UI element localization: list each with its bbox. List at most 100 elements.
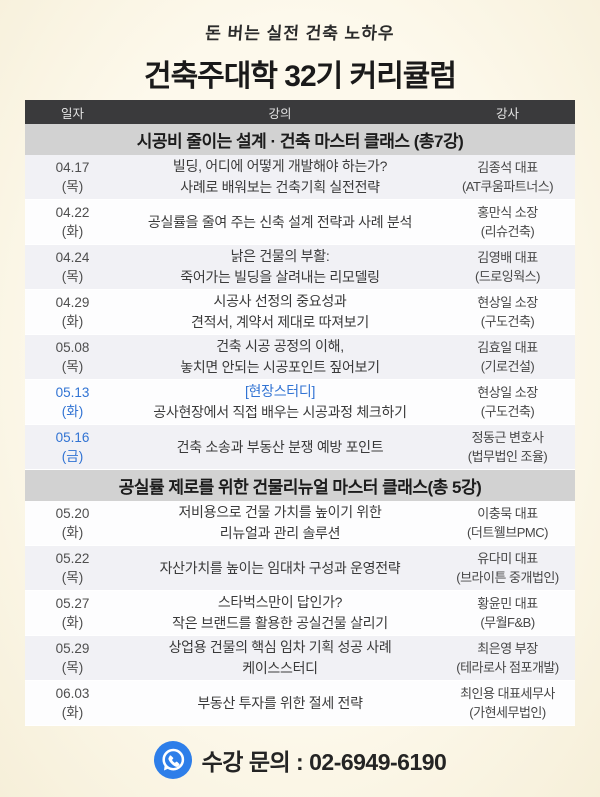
date: 04.24 (55, 250, 90, 265)
instructor-cell: 최은영 부장 (테라로사 점포개발) (440, 636, 575, 680)
instructor-org: (법무법인 조율) (467, 449, 548, 464)
date-cell: 05.16 (금) (25, 425, 120, 469)
table-row: 05.27 (화) 스타벅스만이 답인가? 작은 브랜드를 활용한 공실건물 살… (25, 591, 575, 636)
date: 06.03 (55, 686, 90, 701)
lecture-line: 죽어가는 빌딩을 살려내는 리모델링 (180, 269, 380, 285)
date: 05.08 (55, 340, 90, 355)
lecture-line: 케이스스터디 (242, 660, 318, 676)
contact-phone-number: 수강 문의 : 02-6949-6190 (201, 749, 447, 775)
weekday: (화) (61, 705, 84, 720)
instructor-name: 현상일 소장 (477, 385, 538, 400)
column-header-date: 일자 (60, 106, 84, 121)
lecture-line: 건축 시공 공정의 이해, (216, 338, 344, 354)
weekday: (화) (61, 615, 84, 630)
lecture-cell: 상업용 건물의 핵심 임차 기획 성공 사례 케이스스터디 (120, 636, 440, 680)
table-row: 05.29 (목) 상업용 건물의 핵심 임차 기획 성공 사례 케이스스터디 … (25, 636, 575, 681)
date-cell: 05.20 (화) (25, 501, 120, 545)
lecture-cell: 낡은 건물의 부활: 죽어가는 빌딩을 살려내는 리모델링 (120, 245, 440, 289)
weekday: (목) (61, 660, 84, 675)
date: 05.29 (55, 641, 90, 656)
lecture-line: 낡은 건물의 부활: (230, 248, 330, 264)
lecture-cell: 빌딩, 어디에 어떻게 개발해야 하는가? 사례로 배워보는 건축기획 실전전략 (120, 155, 440, 199)
date: 04.17 (55, 160, 90, 175)
instructor-cell: 김효일 대표 (기로건설) (440, 335, 575, 379)
weekday: (화) (61, 404, 84, 419)
instructor-org: (AT쿠움파트너스) (461, 179, 554, 194)
instructor-name: 최은영 부장 (477, 641, 538, 656)
instructor-cell: 김영배 대표 (드로잉웍스) (440, 245, 575, 289)
instructor-cell: 현상일 소장 (구도건축) (440, 380, 575, 424)
date: 05.13 (55, 385, 90, 400)
lecture-cell: 시공사 선정의 중요성과 견적서, 계약서 제대로 따져보기 (120, 290, 440, 334)
section-header-design-class: 시공비 줄이는 설계 · 건축 마스터 클래스 (총7강) (25, 124, 575, 155)
table-row: 05.13 (화) [현장스터디] 공사현장에서 직접 배우는 시공과정 체크하… (25, 380, 575, 425)
column-header-lecture: 강의 (268, 106, 292, 121)
lecture-line: 저비용으로 건물 가치를 높이기 위한 (178, 504, 382, 520)
lecture-cell: 건축 소송과 부동산 분쟁 예방 포인트 (120, 425, 440, 469)
date-cell: 04.24 (목) (25, 245, 120, 289)
lecture-line: 공사현장에서 직접 배우는 시공과정 체크하기 (153, 404, 407, 420)
weekday: (화) (61, 224, 84, 239)
table-row: 04.17 (목) 빌딩, 어디에 어떻게 개발해야 하는가? 사례로 배워보는… (25, 155, 575, 200)
date: 05.27 (55, 596, 90, 611)
weekday: (목) (61, 570, 84, 585)
table-row: 06.03 (화) 부동산 투자를 위한 절세 전략 최인용 대표세무사 (가현… (25, 681, 575, 726)
date-cell: 04.17 (목) (25, 155, 120, 199)
instructor-org: (무월F&B) (480, 615, 535, 630)
phone-bubble-icon (153, 741, 192, 779)
date: 04.29 (55, 295, 90, 310)
lecture-line: 스타벅스만이 답인가? (217, 594, 343, 610)
lecture-cell: 저비용으로 건물 가치를 높이기 위한 리뉴얼과 관리 솔루션 (120, 501, 440, 545)
date-cell: 05.22 (목) (25, 546, 120, 590)
page-title: 건축주대학 32기 커리큘럼 (143, 60, 457, 93)
instructor-org: (기로건설) (480, 359, 535, 374)
instructor-cell: 이충묵 대표 (더트웰브PMC) (440, 501, 575, 545)
title-block: 돈 버는 실전 건축 노하우 건축주대학 32기 커리큘럼 (0, 0, 600, 95)
instructor-name: 김영배 대표 (477, 250, 538, 265)
instructor-name: 홍만식 소장 (477, 205, 538, 220)
instructor-org: (브라이튼 중개법인) (456, 570, 559, 585)
lecture-line: 작은 브랜드를 활용한 공실건물 살리기 (172, 615, 388, 631)
table-row: 04.29 (화) 시공사 선정의 중요성과 견적서, 계약서 제대로 따져보기… (25, 290, 575, 335)
lecture-line: 사례로 배워보는 건축기획 실전전략 (180, 179, 380, 195)
weekday: (목) (61, 269, 84, 284)
instructor-name: 김종석 대표 (477, 160, 538, 175)
date-cell: 04.29 (화) (25, 290, 120, 334)
contact-footer: 수강 문의 : 02-6949-6190 (0, 741, 600, 779)
table-row: 05.20 (화) 저비용으로 건물 가치를 높이기 위한 리뉴얼과 관리 솔루… (25, 501, 575, 546)
lecture-line: 리뉴얼과 관리 솔루션 (219, 525, 341, 541)
weekday: (금) (61, 449, 84, 464)
instructor-org: (가현세무법인) (469, 705, 546, 720)
instructor-org: (테라로사 점포개발) (456, 660, 559, 675)
date-cell: 04.22 (화) (25, 200, 120, 244)
weekday: (화) (61, 525, 84, 540)
column-header-instructor: 강사 (495, 106, 519, 121)
lecture-line: 공실률을 줄여 주는 신축 설계 전략과 사례 분석 (147, 213, 413, 230)
date: 04.22 (55, 205, 90, 220)
instructor-name: 유다미 대표 (477, 551, 538, 566)
instructor-org: (드로잉웍스) (475, 269, 540, 284)
lecture-cell: 건축 시공 공정의 이해, 놓치면 안되는 시공포인트 짚어보기 (120, 335, 440, 379)
lecture-line: 상업용 건물의 핵심 임차 기획 성공 사례 (168, 639, 392, 655)
lecture-line: 견적서, 계약서 제대로 따져보기 (191, 314, 369, 330)
instructor-name: 최인용 대표세무사 (460, 686, 555, 701)
poster-subtitle: 돈 버는 실전 건축 노하우 (204, 24, 396, 43)
lecture-line: 건축 소송과 부동산 분쟁 예방 포인트 (176, 438, 384, 455)
lecture-cell: 자산가치를 높이는 임대차 구성과 운영전략 (120, 546, 440, 590)
weekday: (목) (61, 179, 84, 194)
instructor-org: (리슈건축) (480, 224, 535, 239)
table-row: 05.08 (목) 건축 시공 공정의 이해, 놓치면 안되는 시공포인트 짚어… (25, 335, 575, 380)
instructor-cell: 최인용 대표세무사 (가현세무법인) (440, 681, 575, 725)
lecture-line: [현장스터디] (244, 383, 316, 399)
instructor-cell: 황윤민 대표 (무월F&B) (440, 591, 575, 635)
lecture-cell: 부동산 투자를 위한 절세 전략 (120, 681, 440, 725)
curriculum-table: 일자 강의 강사 시공비 줄이는 설계 · 건축 마스터 클래스 (총7강) 0… (25, 100, 575, 726)
date-cell: 05.13 (화) (25, 380, 120, 424)
lecture-cell: 공실률을 줄여 주는 신축 설계 전략과 사례 분석 (120, 200, 440, 244)
instructor-cell: 김종석 대표 (AT쿠움파트너스) (440, 155, 575, 199)
instructor-org: (구도건축) (480, 404, 535, 419)
lecture-line: 놓치면 안되는 시공포인트 짚어보기 (180, 359, 380, 375)
instructor-cell: 정동근 변호사 (법무법인 조율) (440, 425, 575, 469)
instructor-name: 정동근 변호사 (471, 430, 544, 445)
lecture-line: 부동산 투자를 위한 절세 전략 (197, 694, 363, 711)
